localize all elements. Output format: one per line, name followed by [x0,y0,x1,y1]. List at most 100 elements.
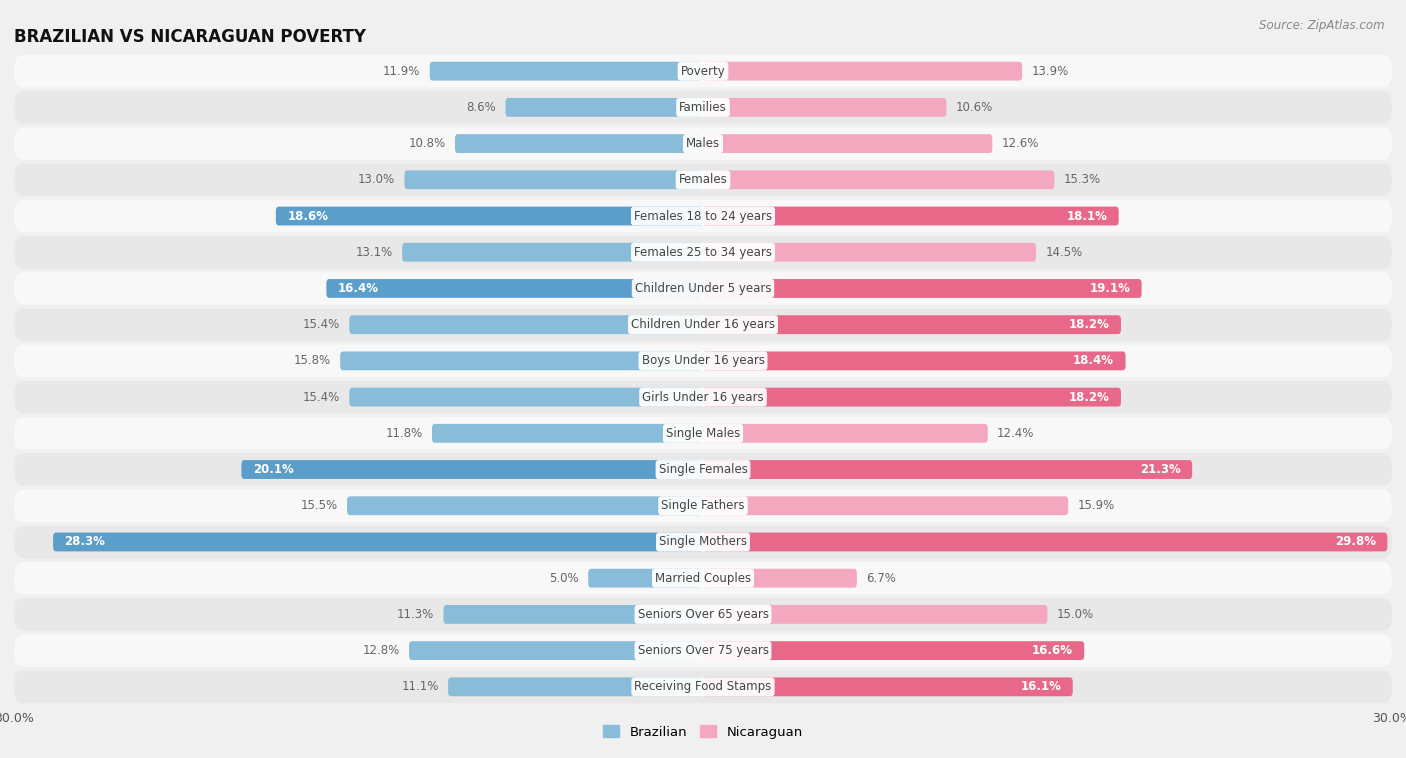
FancyBboxPatch shape [402,243,703,262]
Text: 16.4%: 16.4% [337,282,378,295]
FancyBboxPatch shape [703,243,1036,262]
Text: 5.0%: 5.0% [550,572,579,584]
FancyBboxPatch shape [432,424,703,443]
FancyBboxPatch shape [14,634,1392,667]
Text: 16.1%: 16.1% [1021,681,1062,694]
FancyBboxPatch shape [14,490,1392,522]
FancyBboxPatch shape [14,417,1392,449]
FancyBboxPatch shape [14,199,1392,232]
Text: Single Mothers: Single Mothers [659,535,747,549]
Text: 12.4%: 12.4% [997,427,1035,440]
FancyBboxPatch shape [14,164,1392,196]
Text: 15.9%: 15.9% [1077,500,1115,512]
FancyBboxPatch shape [14,272,1392,305]
Text: 18.1%: 18.1% [1066,209,1107,223]
FancyBboxPatch shape [703,533,1388,551]
Text: Females 18 to 24 years: Females 18 to 24 years [634,209,772,223]
Text: Source: ZipAtlas.com: Source: ZipAtlas.com [1260,19,1385,32]
FancyBboxPatch shape [340,352,703,371]
Text: 14.5%: 14.5% [1045,246,1083,258]
Text: 16.6%: 16.6% [1032,644,1073,657]
Text: 15.4%: 15.4% [302,318,340,331]
FancyBboxPatch shape [703,678,1073,697]
FancyBboxPatch shape [443,605,703,624]
Legend: Brazilian, Nicaraguan: Brazilian, Nicaraguan [598,720,808,744]
Text: 11.9%: 11.9% [384,64,420,77]
Text: Families: Families [679,101,727,114]
Text: 18.2%: 18.2% [1069,390,1109,403]
FancyBboxPatch shape [430,61,703,80]
FancyBboxPatch shape [14,671,1392,703]
Text: 18.2%: 18.2% [1069,318,1109,331]
FancyBboxPatch shape [14,236,1392,268]
FancyBboxPatch shape [703,641,1084,660]
FancyBboxPatch shape [347,496,703,515]
Text: 11.3%: 11.3% [396,608,434,621]
FancyBboxPatch shape [14,598,1392,631]
Text: Females: Females [679,174,727,186]
FancyBboxPatch shape [14,562,1392,594]
Text: Females 25 to 34 years: Females 25 to 34 years [634,246,772,258]
Text: 21.3%: 21.3% [1140,463,1181,476]
FancyBboxPatch shape [703,387,1121,406]
Text: 11.1%: 11.1% [402,681,439,694]
FancyBboxPatch shape [456,134,703,153]
FancyBboxPatch shape [14,381,1392,413]
Text: 20.1%: 20.1% [253,463,294,476]
FancyBboxPatch shape [53,533,703,551]
FancyBboxPatch shape [703,424,988,443]
FancyBboxPatch shape [588,568,703,587]
Text: 19.1%: 19.1% [1090,282,1130,295]
FancyBboxPatch shape [703,460,1192,479]
Text: Seniors Over 75 years: Seniors Over 75 years [637,644,769,657]
Text: 15.3%: 15.3% [1063,174,1101,186]
FancyBboxPatch shape [409,641,703,660]
Text: 29.8%: 29.8% [1334,535,1376,549]
FancyBboxPatch shape [703,279,1142,298]
Text: Poverty: Poverty [681,64,725,77]
Text: 15.5%: 15.5% [301,500,337,512]
Text: 8.6%: 8.6% [467,101,496,114]
FancyBboxPatch shape [14,526,1392,558]
FancyBboxPatch shape [14,127,1392,160]
Text: 11.8%: 11.8% [385,427,423,440]
Text: 6.7%: 6.7% [866,572,896,584]
FancyBboxPatch shape [14,453,1392,486]
FancyBboxPatch shape [703,352,1126,371]
FancyBboxPatch shape [703,568,856,587]
Text: Children Under 5 years: Children Under 5 years [634,282,772,295]
FancyBboxPatch shape [326,279,703,298]
FancyBboxPatch shape [703,315,1121,334]
FancyBboxPatch shape [703,207,1119,225]
Text: 15.8%: 15.8% [294,355,330,368]
Text: 15.0%: 15.0% [1057,608,1094,621]
Text: Receiving Food Stamps: Receiving Food Stamps [634,681,772,694]
FancyBboxPatch shape [14,55,1392,87]
Text: 13.1%: 13.1% [356,246,392,258]
Text: Males: Males [686,137,720,150]
Text: 13.9%: 13.9% [1032,64,1069,77]
FancyBboxPatch shape [14,91,1392,124]
FancyBboxPatch shape [703,134,993,153]
Text: 10.8%: 10.8% [409,137,446,150]
FancyBboxPatch shape [349,387,703,406]
FancyBboxPatch shape [703,496,1069,515]
Text: 10.6%: 10.6% [956,101,993,114]
Text: 12.8%: 12.8% [363,644,399,657]
Text: 13.0%: 13.0% [359,174,395,186]
FancyBboxPatch shape [14,345,1392,377]
FancyBboxPatch shape [242,460,703,479]
FancyBboxPatch shape [703,605,1047,624]
Text: Children Under 16 years: Children Under 16 years [631,318,775,331]
FancyBboxPatch shape [703,98,946,117]
FancyBboxPatch shape [703,61,1022,80]
FancyBboxPatch shape [506,98,703,117]
FancyBboxPatch shape [703,171,1054,190]
Text: 15.4%: 15.4% [302,390,340,403]
FancyBboxPatch shape [276,207,703,225]
Text: BRAZILIAN VS NICARAGUAN POVERTY: BRAZILIAN VS NICARAGUAN POVERTY [14,28,366,46]
Text: 18.4%: 18.4% [1073,355,1114,368]
Text: Single Females: Single Females [658,463,748,476]
Text: 18.6%: 18.6% [287,209,329,223]
Text: Single Fathers: Single Fathers [661,500,745,512]
